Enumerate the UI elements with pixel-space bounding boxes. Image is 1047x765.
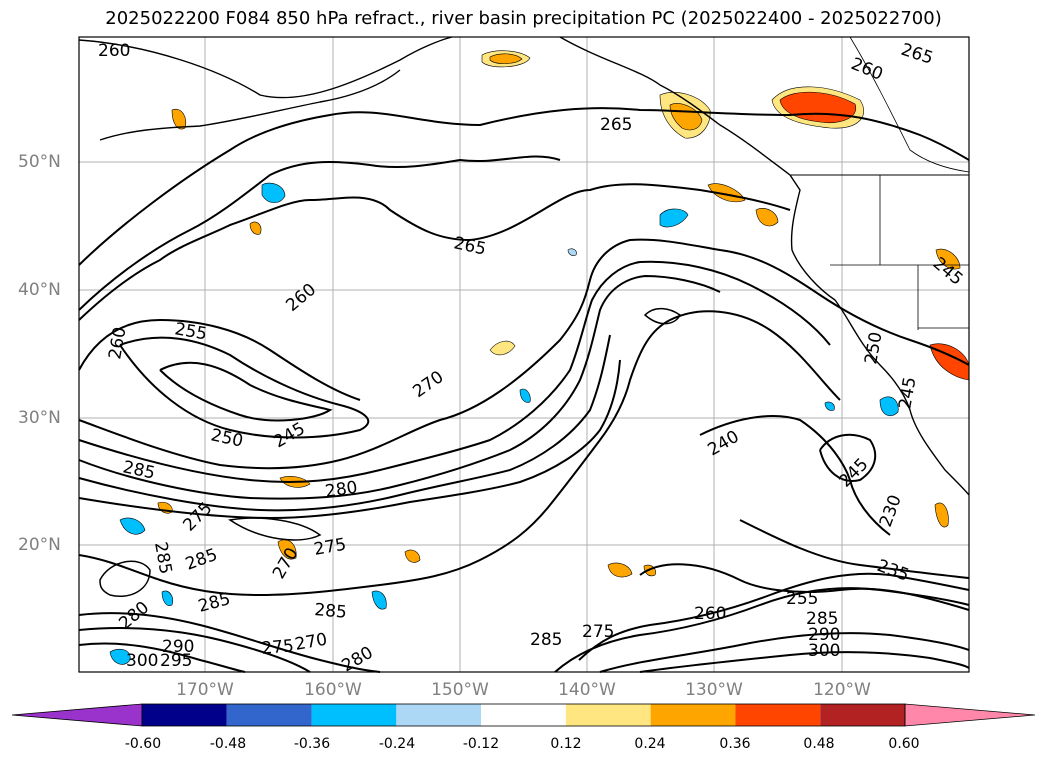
lon-label: 170°W bbox=[176, 680, 234, 700]
coastlines bbox=[78, 36, 970, 496]
map-canvas: 260 265 260 265 265 260 255 260 250 245 … bbox=[78, 36, 970, 676]
colorbar-bin bbox=[311, 704, 397, 726]
colorbar-bin bbox=[142, 704, 227, 726]
contour-label: 280 bbox=[324, 478, 359, 502]
colorbar-border bbox=[141, 703, 906, 727]
lon-label: 140°W bbox=[558, 680, 616, 700]
colorbar-tick: -0.36 bbox=[293, 736, 331, 752]
colorbar-tick: -0.60 bbox=[124, 736, 162, 752]
contour-label: 260 bbox=[694, 604, 726, 624]
contour-label: 255 bbox=[786, 589, 818, 609]
colorbar-bin bbox=[226, 704, 312, 726]
colorbar-bin bbox=[396, 704, 482, 726]
lon-label: 120°W bbox=[813, 680, 871, 700]
contour-label: 300 bbox=[126, 651, 158, 671]
contour-label: 265 bbox=[600, 115, 632, 135]
lat-label: 30°N bbox=[18, 408, 61, 428]
lat-label: 20°N bbox=[18, 535, 61, 555]
lon-label: 160°W bbox=[304, 680, 362, 700]
colorbar bbox=[11, 703, 1036, 727]
map-frame bbox=[78, 36, 970, 673]
contour-label: 285 bbox=[314, 600, 348, 623]
colorbar-bin bbox=[820, 704, 905, 726]
precip-shading bbox=[109, 50, 970, 665]
colorbar-bin bbox=[735, 704, 821, 726]
colorbar-tick: 0.48 bbox=[803, 736, 835, 752]
colorbar-bin bbox=[650, 704, 736, 726]
colorbar-tick: -0.48 bbox=[209, 736, 247, 752]
contour-label: 295 bbox=[160, 651, 192, 671]
colorbar-tick: 0.60 bbox=[888, 736, 920, 752]
colorbar-tick: 0.36 bbox=[719, 736, 751, 752]
contour-label: 260 bbox=[98, 41, 130, 61]
contour-label: 285 bbox=[530, 630, 562, 650]
colorbar-bin bbox=[481, 704, 566, 726]
colorbar-bin bbox=[565, 704, 651, 726]
colorbar-min-arrow bbox=[11, 703, 143, 727]
colorbar-tick: 0.12 bbox=[550, 736, 582, 752]
colorbar-segments bbox=[11, 703, 1036, 727]
lon-label: 150°W bbox=[431, 680, 489, 700]
refractivity-contours bbox=[78, 107, 970, 673]
colorbar-max-arrow bbox=[904, 703, 1036, 727]
contour-label: 300 bbox=[808, 641, 840, 661]
colorbar-tick: 0.24 bbox=[634, 736, 666, 752]
contour-label: 275 bbox=[261, 636, 295, 659]
lat-label: 40°N bbox=[18, 280, 61, 300]
contour-label: 285 bbox=[806, 609, 838, 629]
lon-label: 130°W bbox=[685, 680, 743, 700]
map-title: 2025022200 F084 850 hPa refract., river … bbox=[105, 8, 942, 29]
contour-label: 275 bbox=[582, 622, 614, 642]
contour-label: 290 bbox=[162, 637, 194, 657]
lat-label: 50°N bbox=[18, 152, 61, 172]
colorbar-tick: -0.24 bbox=[378, 736, 416, 752]
colorbar-tick: -0.12 bbox=[462, 736, 500, 752]
contour-label: 290 bbox=[808, 625, 840, 645]
